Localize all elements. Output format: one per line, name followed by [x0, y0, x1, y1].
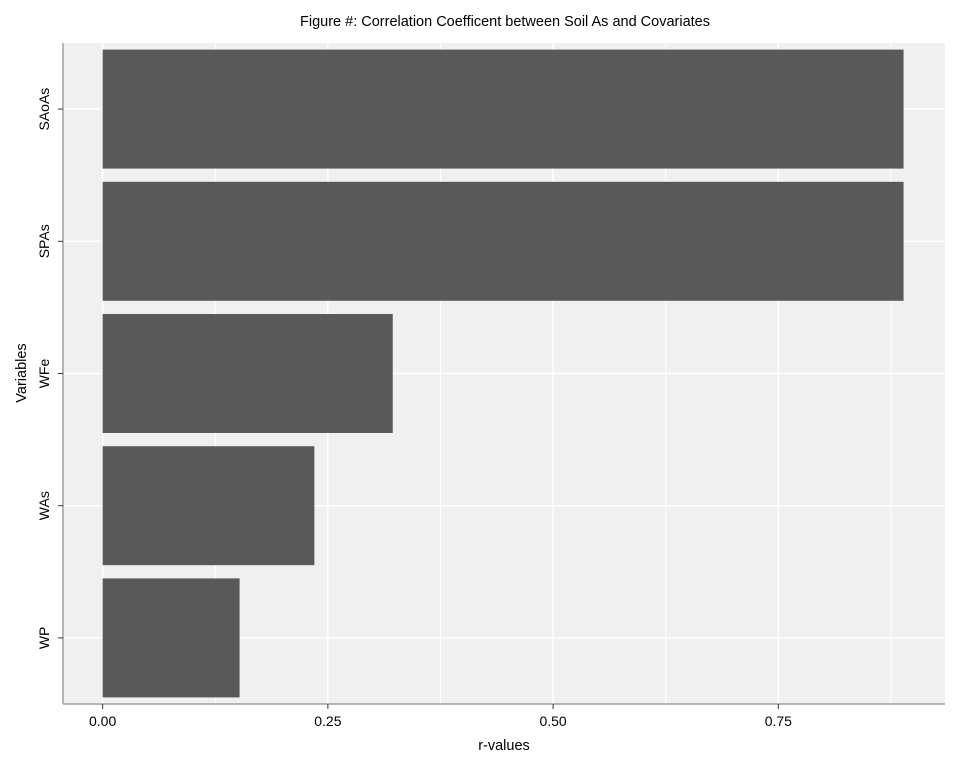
y-tick-label: WAs [36, 491, 52, 520]
bar-saoas [102, 49, 904, 169]
y-axis-title: Variables [14, 343, 30, 402]
y-tick-label: WP [36, 627, 52, 650]
x-axis-ticks: 0.00 0.25 0.50 0.75 [89, 704, 792, 729]
x-axis-title: r-values [478, 738, 530, 754]
chart-title: Figure #: Correlation Coefficent between… [300, 14, 710, 30]
y-axis-ticks: WP WAs WFe SPAs SAoAs [36, 88, 63, 649]
bar-spas [102, 181, 904, 301]
bars [102, 49, 904, 698]
x-tick-label: 0.75 [765, 713, 792, 729]
bar-was [102, 446, 315, 566]
bar-wp [102, 578, 240, 698]
bar-wfe [102, 314, 393, 433]
x-tick-label: 0.50 [539, 713, 566, 729]
y-tick-label: SAoAs [36, 88, 52, 131]
x-tick-label: 0.00 [89, 713, 116, 729]
y-tick-label: WFe [36, 359, 52, 389]
x-tick-label: 0.25 [314, 713, 341, 729]
y-tick-label: SPAs [36, 224, 52, 258]
